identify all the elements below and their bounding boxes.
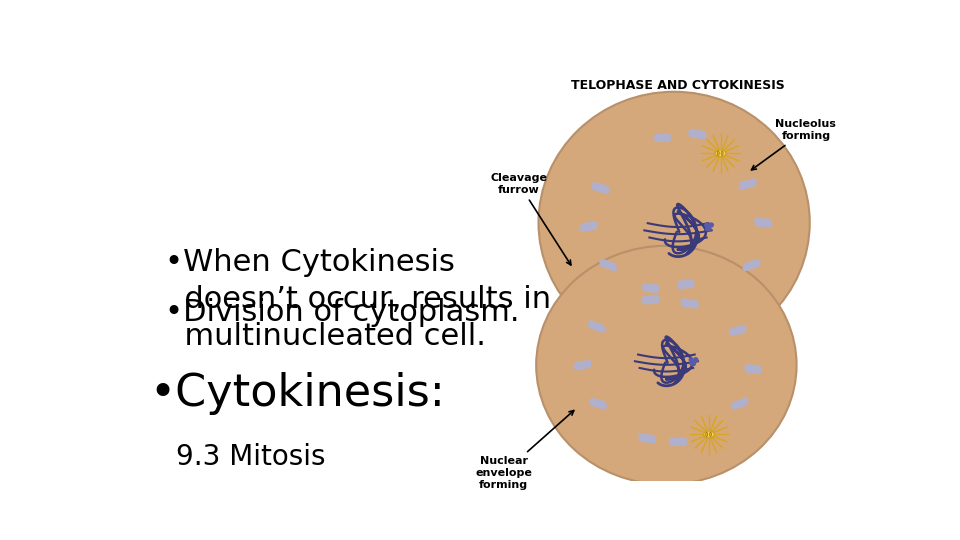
Ellipse shape — [717, 151, 719, 156]
Ellipse shape — [709, 433, 711, 436]
Ellipse shape — [537, 246, 797, 484]
Circle shape — [708, 227, 711, 231]
Text: Nuclear
envelope
forming: Nuclear envelope forming — [475, 410, 574, 489]
Text: 9.3 Mitosis: 9.3 Mitosis — [176, 443, 325, 471]
Circle shape — [690, 362, 694, 366]
Ellipse shape — [715, 150, 726, 157]
Text: •When Cytokinesis
  doesn’t occur, results in
  multinucleated cell.: •When Cytokinesis doesn’t occur, results… — [165, 248, 551, 351]
Text: •Cytokinesis:: •Cytokinesis: — [150, 373, 445, 415]
Ellipse shape — [539, 92, 809, 354]
Text: •Division of cytoplasm.: •Division of cytoplasm. — [165, 298, 519, 327]
Text: Nucleolus
forming: Nucleolus forming — [752, 119, 836, 170]
Circle shape — [709, 223, 713, 227]
Ellipse shape — [721, 151, 723, 156]
Circle shape — [694, 358, 698, 362]
Ellipse shape — [706, 433, 708, 436]
Circle shape — [706, 227, 709, 231]
Circle shape — [689, 358, 693, 362]
Circle shape — [691, 362, 695, 366]
Ellipse shape — [704, 431, 714, 438]
Circle shape — [705, 223, 708, 227]
Text: TELOPHASE AND CYTOKINESIS: TELOPHASE AND CYTOKINESIS — [571, 79, 785, 92]
Text: Cleavage
furrow: Cleavage furrow — [491, 173, 571, 265]
